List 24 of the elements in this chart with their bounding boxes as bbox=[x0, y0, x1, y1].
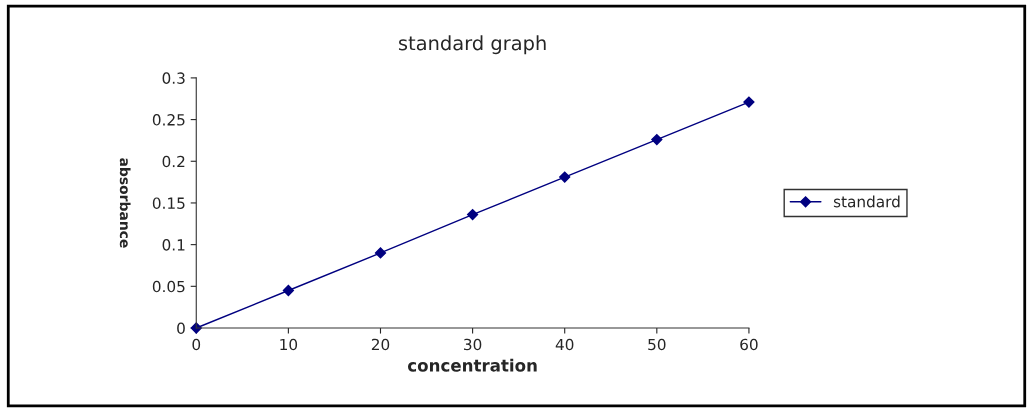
x-tick-label: 40 bbox=[555, 338, 574, 351]
x-tick-label: 50 bbox=[648, 338, 666, 351]
y-tick-label: 0 bbox=[177, 322, 185, 335]
point bbox=[374, 247, 387, 259]
x-axis-title: concentration bbox=[407, 358, 537, 372]
chart-title: standard graph bbox=[398, 35, 546, 55]
legend-label: standard bbox=[833, 195, 900, 208]
y-tick-label: 0.25 bbox=[152, 114, 185, 126]
point bbox=[466, 209, 479, 221]
x-tick-label: 60 bbox=[740, 338, 758, 351]
x-tick-label: 10 bbox=[280, 338, 298, 351]
y-tick-label: 0.05 bbox=[152, 280, 185, 293]
point bbox=[282, 284, 294, 297]
x-tick-label: 30 bbox=[464, 338, 482, 351]
point bbox=[743, 96, 755, 108]
y-tick-label: 0.15 bbox=[152, 197, 185, 209]
x-tick-label: 20 bbox=[371, 338, 390, 351]
y-tick-label: 0.3 bbox=[162, 72, 185, 84]
y-tick-label: 0.1 bbox=[162, 239, 185, 251]
y-axis-title: absorbance bbox=[119, 158, 131, 248]
y-tick-label: 0.2 bbox=[162, 155, 185, 168]
x-tick-label: 0 bbox=[192, 338, 201, 351]
point bbox=[559, 171, 571, 183]
point bbox=[651, 133, 663, 146]
